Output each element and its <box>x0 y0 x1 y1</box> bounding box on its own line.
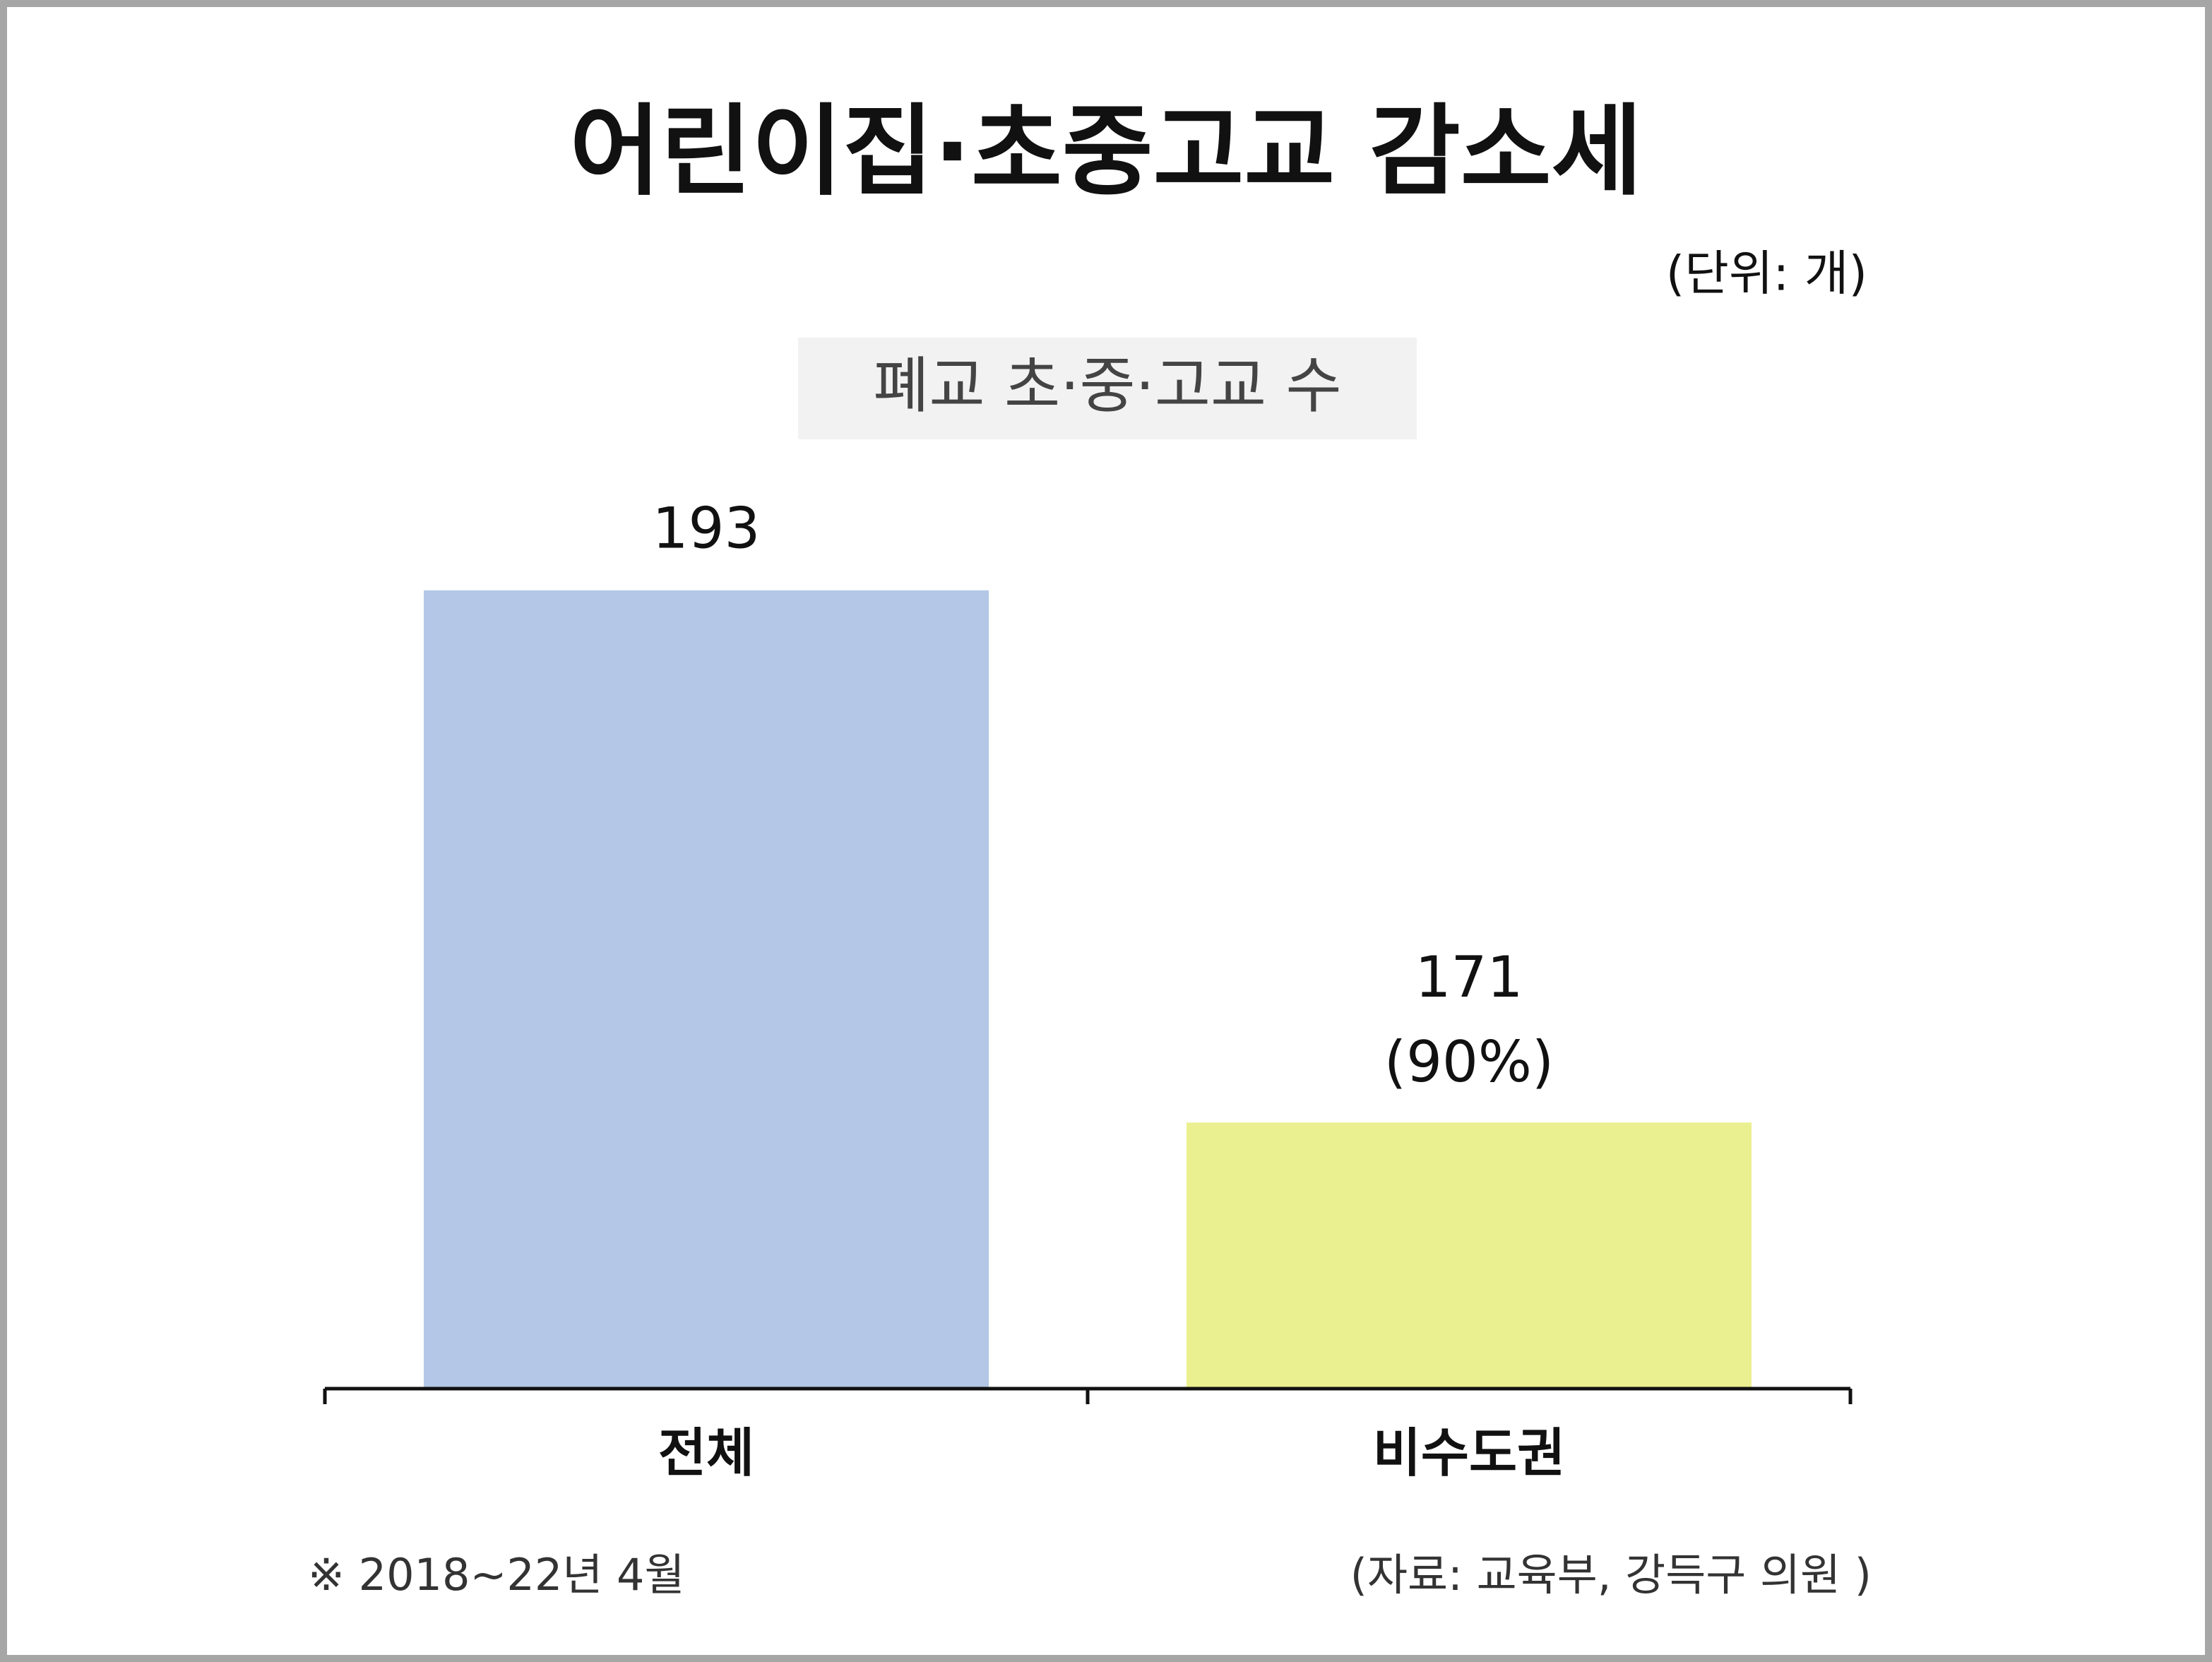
bar <box>1187 1122 1752 1389</box>
subtitle: 폐교 초·중·고교 수 <box>873 350 1341 421</box>
bar <box>424 590 989 1389</box>
chart-title: 어린이집·초중고교 감소세 <box>570 95 1643 210</box>
share-label: (90%) <box>1384 1029 1554 1095</box>
unit-label: (단위: 개) <box>1666 247 1867 302</box>
value-label: 171 <box>1415 944 1523 1010</box>
x-tick-label: 전체 <box>658 1423 754 1484</box>
source: (자료: 교육부, 강득구 의원 ) <box>1350 1549 1872 1601</box>
footnote: ※ 2018~22년 4월 <box>308 1549 685 1601</box>
subtitle-box <box>798 338 1417 439</box>
x-tick-label: 비수도권 <box>1373 1423 1565 1484</box>
value-label: 193 <box>653 496 761 562</box>
